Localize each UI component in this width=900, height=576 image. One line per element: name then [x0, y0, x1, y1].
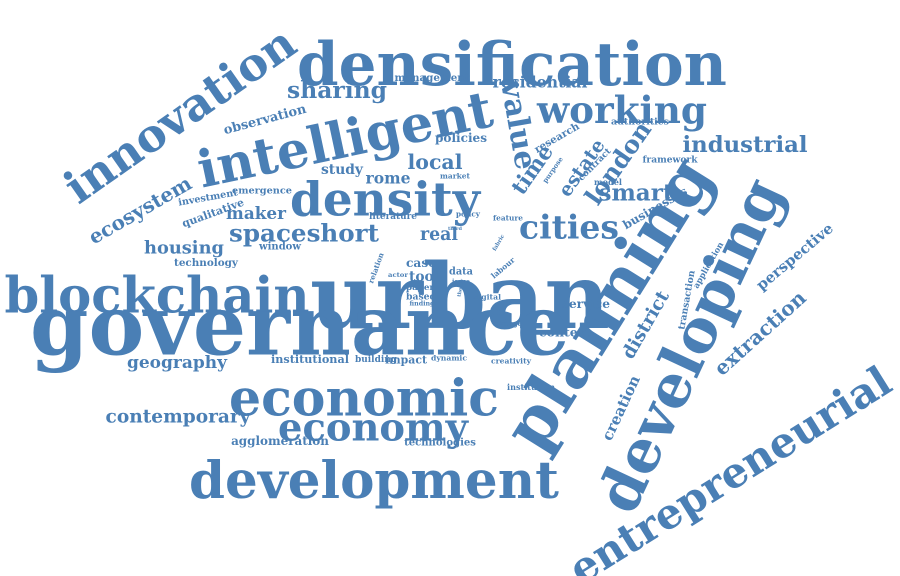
word-smart: smart	[599, 180, 674, 207]
word-model: model	[594, 177, 622, 187]
word-impact: impact	[385, 354, 427, 367]
word-change: change	[494, 320, 523, 328]
word-case: case	[406, 256, 436, 270]
word-economic: economic	[229, 369, 499, 428]
word-management: management	[395, 72, 470, 84]
word-real: real	[420, 225, 458, 245]
word-policy: policy	[456, 210, 481, 219]
word-densification: densification	[297, 30, 727, 100]
word-institution: institution	[507, 382, 555, 392]
word-feature: feature	[493, 214, 523, 223]
word-theory: theory	[456, 278, 465, 298]
word-maker: maker	[226, 203, 287, 223]
word-economy: economy	[278, 406, 470, 451]
word-context: context	[539, 325, 591, 340]
word-paper: paper	[406, 283, 434, 293]
word-issue: issue	[452, 279, 470, 286]
word-density: density	[290, 173, 482, 228]
word-creativity: creativity	[491, 357, 532, 366]
word-cities: cities	[519, 208, 619, 247]
word-study: study	[321, 162, 364, 178]
word-data: data	[449, 267, 474, 278]
word-blockchain: blockchain	[4, 266, 309, 325]
word-urban: urban	[310, 244, 610, 350]
word-contemporary: contemporary	[106, 407, 252, 428]
word-building: building	[355, 355, 398, 365]
word-digital: digital	[473, 293, 501, 302]
word-rome: rome	[366, 169, 411, 188]
word-housing: housing	[144, 238, 225, 259]
word-institutional: institutional	[271, 352, 349, 366]
word-service: service	[562, 297, 610, 311]
word-authorities: authorities	[611, 117, 669, 128]
word-policies: policies	[435, 131, 487, 145]
word-spaceshort: spaceshort	[229, 219, 380, 248]
word-technologies: technologies	[404, 438, 476, 449]
word-third: third	[448, 226, 462, 232]
word-development: development	[189, 451, 559, 511]
word-dynamic: dynamic	[431, 354, 467, 363]
word-emergence: emergence	[232, 186, 292, 197]
word-technology: technology	[174, 257, 239, 269]
word-industrial: industrial	[683, 132, 808, 158]
word-window: window	[258, 242, 301, 253]
word-working: working	[536, 88, 707, 132]
word-market: market	[440, 172, 470, 181]
word-sharing: sharing	[287, 76, 387, 104]
word-literature: literature	[369, 212, 417, 222]
word-framework: framework	[643, 155, 699, 166]
word-agglomeration: agglomeration	[231, 434, 329, 448]
word-geography: geography	[127, 353, 228, 373]
word-actor: actor	[388, 271, 408, 279]
word-governance: governance	[30, 276, 570, 375]
word-finding: finding	[410, 301, 436, 308]
word-based: based	[406, 292, 437, 303]
word-residential: residential	[493, 73, 588, 92]
word-local: local	[408, 150, 463, 174]
word-tool: tool	[409, 269, 439, 285]
